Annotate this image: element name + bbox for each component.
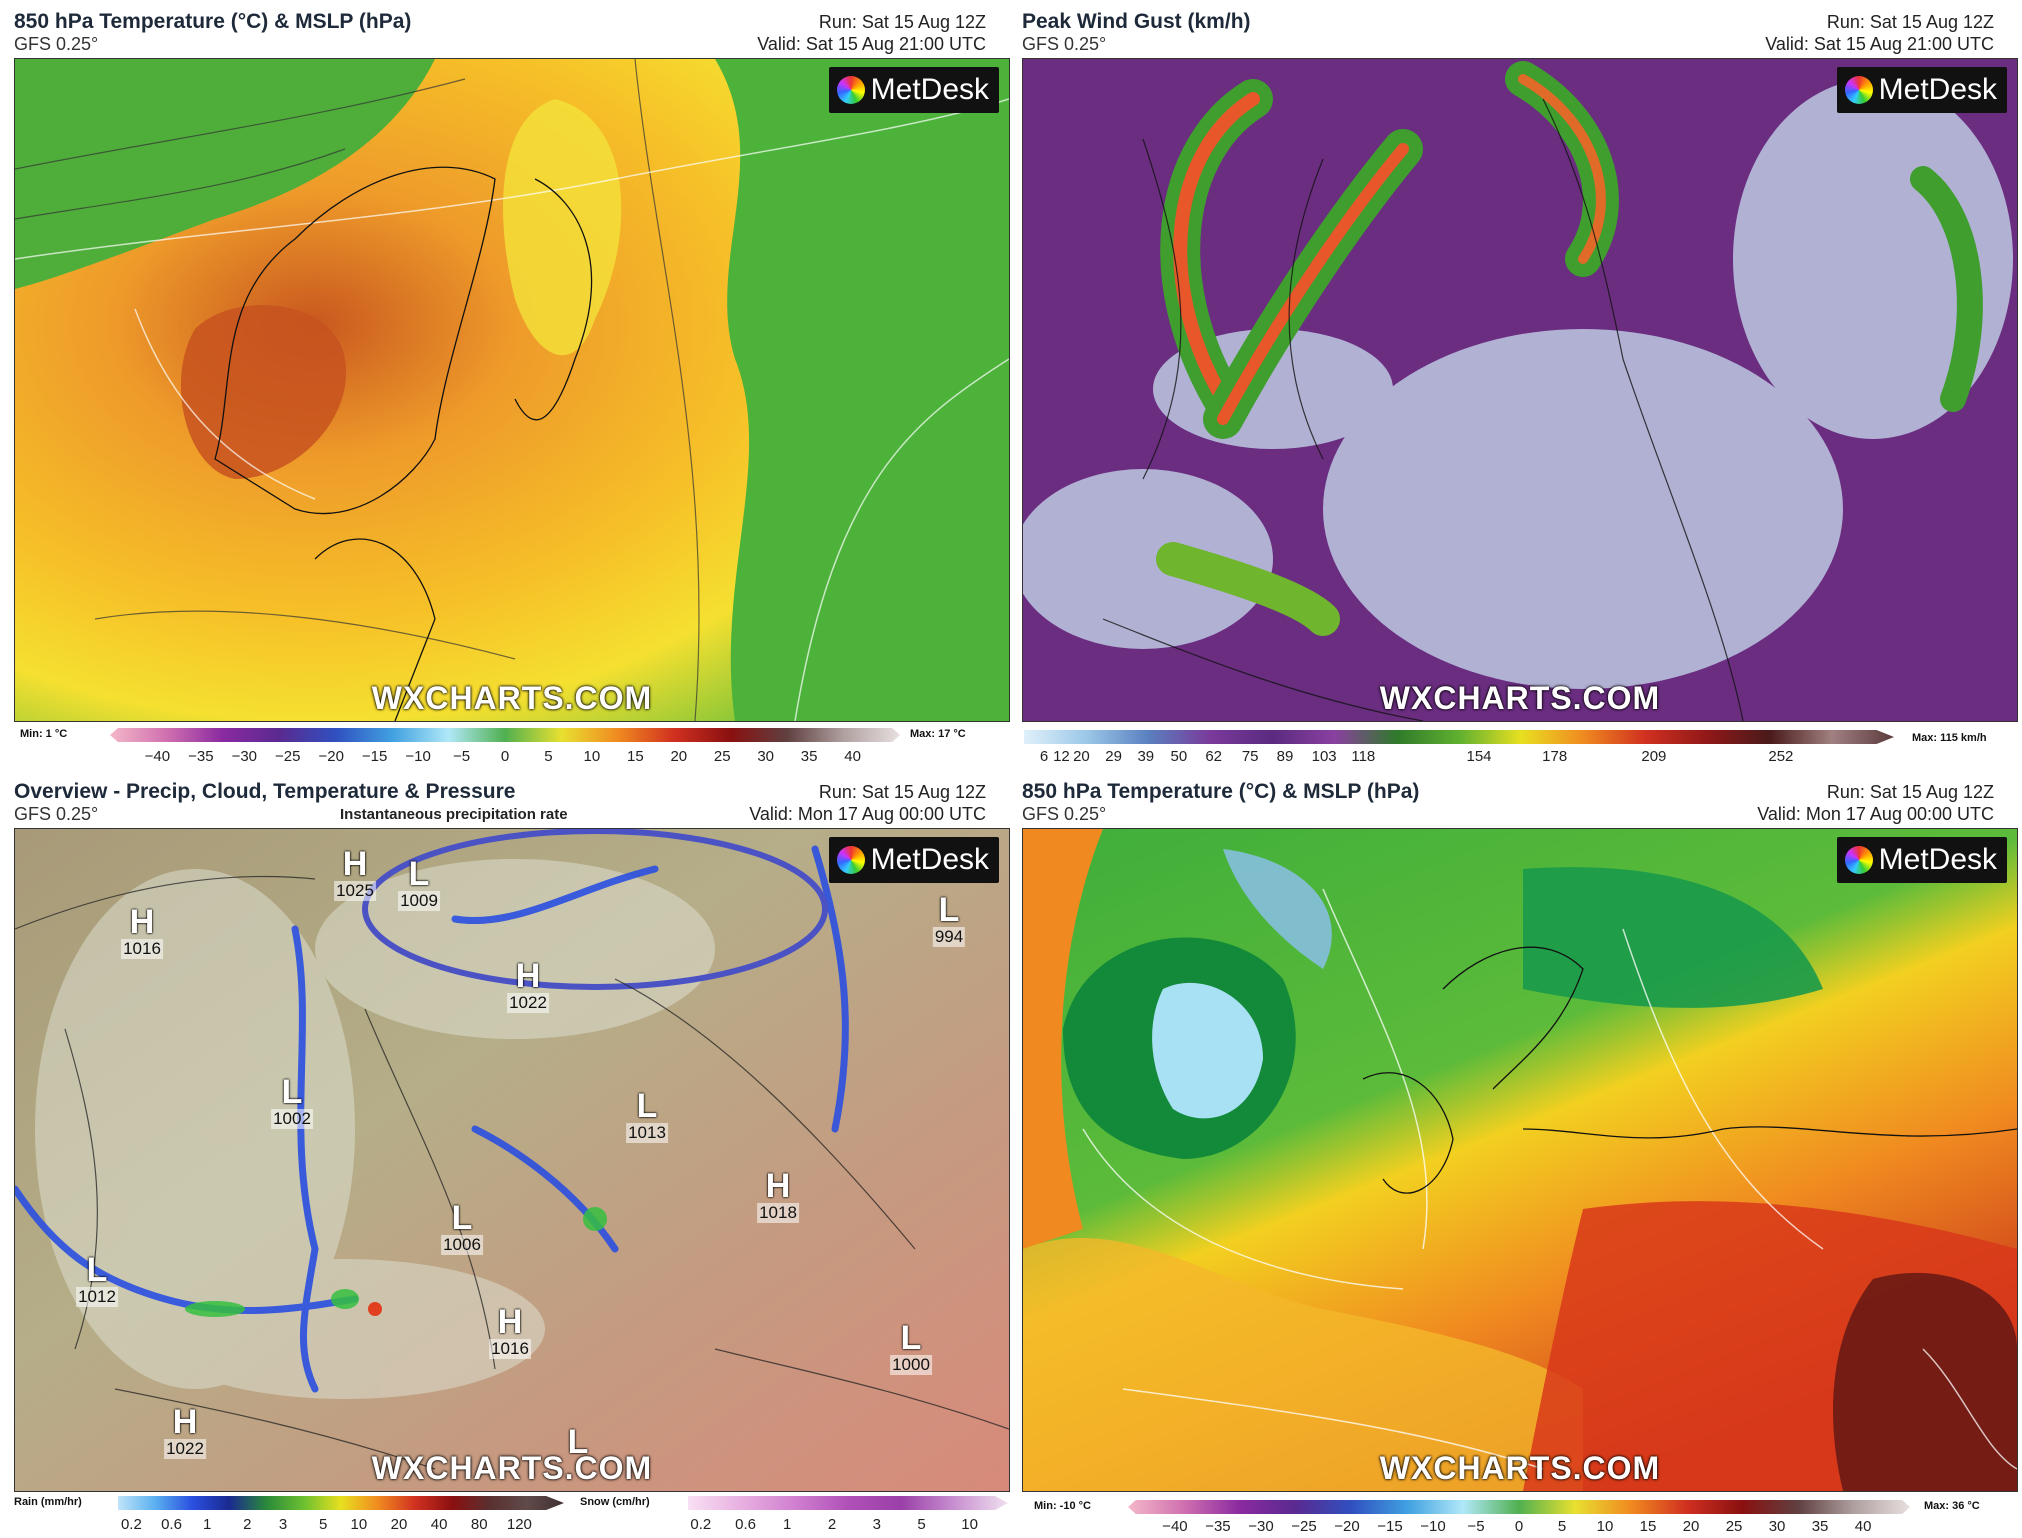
panel-overview: Overview - Precip, Cloud, Temperature & … bbox=[0, 770, 1010, 1534]
run-label: Run: Sat 15 Aug 12Z bbox=[818, 782, 986, 802]
valid-label: Valid: Mon 17 Aug 00:00 UTC bbox=[749, 804, 986, 824]
pressure-centre: L 1000 bbox=[890, 1319, 932, 1375]
pressure-centre: L 1013 bbox=[626, 1087, 668, 1143]
rain-colorbar bbox=[118, 1496, 564, 1510]
model-label: GFS 0.25° bbox=[14, 804, 99, 824]
map-graphic bbox=[15, 829, 1009, 1491]
pressure-centre: L 1009 bbox=[398, 855, 440, 911]
pressure-centre: L 1006 bbox=[441, 1199, 483, 1255]
model-label: GFS 0.25° bbox=[1022, 804, 1107, 824]
panel-temp-850-mon: 850 hPa Temperature (°C) & MSLP (hPa) GF… bbox=[1008, 770, 2018, 1535]
metdesk-logo-icon bbox=[1845, 846, 1873, 874]
highlight-circle bbox=[362, 829, 828, 990]
pressure-centre: H 1016 bbox=[121, 903, 163, 959]
model-label: GFS 0.25° bbox=[1022, 34, 1107, 54]
map-graphic bbox=[15, 59, 1009, 721]
pressure-centre: L 1012 bbox=[76, 1251, 118, 1307]
metdesk-logo: MetDesk bbox=[1837, 67, 2007, 113]
watermark: WXCHARTS.COM bbox=[371, 1450, 653, 1486]
panel-title: Peak Wind Gust (km/h) bbox=[1022, 10, 1251, 33]
colorbar bbox=[1128, 1500, 1910, 1514]
pressure-centre: L bbox=[567, 1423, 589, 1461]
wind-gust-map[interactable]: MetDesk WXCHARTS.COM bbox=[1022, 58, 2018, 722]
run-label: Run: Sat 15 Aug 12Z bbox=[1826, 782, 1994, 802]
colorbar bbox=[1024, 730, 1894, 744]
snow-label: Snow (cm/hr) bbox=[580, 1496, 650, 1508]
metdesk-logo-icon bbox=[1845, 76, 1873, 104]
min-label: Min: 1 °C bbox=[20, 728, 68, 740]
min-label: Min: -10 °C bbox=[1034, 1500, 1091, 1512]
model-label: GFS 0.25° bbox=[14, 34, 99, 54]
pressure-centre: H 1025 bbox=[334, 845, 376, 901]
max-label: Max: 36 °C bbox=[1924, 1500, 1980, 1512]
run-label: Run: Sat 15 Aug 12Z bbox=[818, 12, 986, 32]
metdesk-logo: MetDesk bbox=[829, 837, 999, 883]
rain-label: Rain (mm/hr) bbox=[14, 1496, 82, 1508]
valid-label: Valid: Mon 17 Aug 00:00 UTC bbox=[1757, 804, 1994, 824]
pressure-centre: L 994 bbox=[932, 891, 966, 947]
map-graphic bbox=[1023, 59, 2017, 721]
run-label: Run: Sat 15 Aug 12Z bbox=[1826, 12, 1994, 32]
metdesk-logo: MetDesk bbox=[829, 67, 999, 113]
watermark: WXCHARTS.COM bbox=[1379, 680, 1661, 716]
pressure-centre: L 1002 bbox=[271, 1073, 313, 1129]
metdesk-logo: MetDesk bbox=[1837, 837, 2007, 883]
panel-title: 850 hPa Temperature (°C) & MSLP (hPa) bbox=[1022, 780, 1420, 803]
temperature-map[interactable]: MetDesk WXCHARTS.COM bbox=[1022, 828, 2018, 1492]
pressure-centre: H 1022 bbox=[507, 957, 549, 1013]
map-graphic bbox=[1023, 829, 2017, 1491]
watermark: WXCHARTS.COM bbox=[1379, 1450, 1661, 1486]
valid-label: Valid: Sat 15 Aug 21:00 UTC bbox=[1765, 34, 1994, 54]
metdesk-logo-icon bbox=[837, 846, 865, 874]
snow-colorbar bbox=[688, 1496, 1008, 1510]
overview-map[interactable]: H 1016 H 1025 L 1009 H 1022 L 994 L 1002 L 1013… bbox=[14, 828, 1010, 1492]
panel-peak-gust: Peak Wind Gust (km/h) GFS 0.25° Run: Sat… bbox=[1008, 0, 2018, 765]
temperature-map[interactable]: MetDesk WXCHARTS.COM bbox=[14, 58, 1010, 722]
max-label: Max: 17 °C bbox=[910, 728, 966, 740]
metdesk-logo-icon bbox=[837, 76, 865, 104]
panel-temp-850-sat: 850 hPa Temperature (°C) & MSLP (hPa) GF… bbox=[0, 0, 1010, 765]
watermark: WXCHARTS.COM bbox=[371, 680, 653, 716]
colorbar bbox=[110, 728, 900, 742]
pressure-centre: H 1022 bbox=[164, 1403, 206, 1459]
panel-title: Overview - Precip, Cloud, Temperature & … bbox=[14, 780, 516, 803]
valid-label: Valid: Sat 15 Aug 21:00 UTC bbox=[757, 34, 986, 54]
pressure-centre: H 1016 bbox=[489, 1303, 531, 1359]
max-label: Max: 115 km/h bbox=[1912, 732, 1987, 744]
panel-subtitle: Instantaneous precipitation rate bbox=[340, 806, 568, 823]
panel-title: 850 hPa Temperature (°C) & MSLP (hPa) bbox=[14, 10, 412, 33]
pressure-centre: H 1018 bbox=[757, 1167, 799, 1223]
